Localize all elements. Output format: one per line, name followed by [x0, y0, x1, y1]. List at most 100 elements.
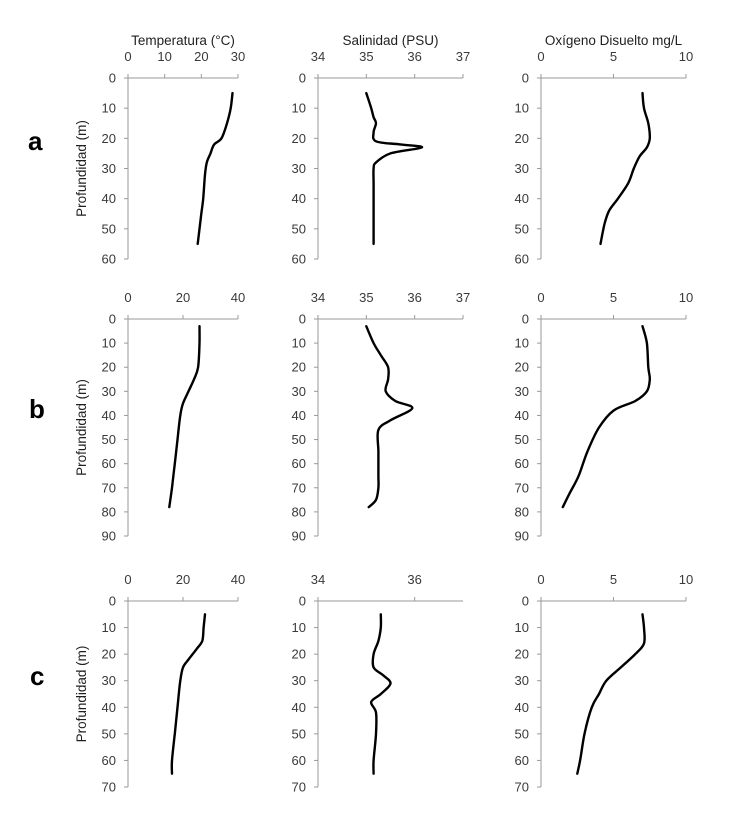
y-tick-label: 90 — [515, 529, 529, 544]
y-tick-label: 10 — [515, 101, 529, 116]
y-tick-label: 10 — [292, 101, 306, 116]
y-tick-label: 40 — [102, 191, 116, 206]
y-tick-label: 30 — [292, 673, 306, 688]
y-tick-label: 0 — [299, 594, 306, 609]
y-tick-label: 30 — [102, 384, 116, 399]
y-tick-label: 50 — [292, 221, 306, 236]
y-tick-label: 30 — [515, 673, 529, 688]
x-tick-label: 37 — [456, 49, 470, 64]
y-tick-label: 30 — [515, 384, 529, 399]
row-label-a: a — [28, 126, 43, 156]
y-tick-label: 20 — [515, 647, 529, 662]
y-tick-label: 50 — [102, 432, 116, 447]
x-tick-label: 0 — [124, 49, 131, 64]
x-tick-label: 35 — [359, 49, 373, 64]
panel-a-temp: 0 10 20 30 0 10 20 30 40 50 60 Temperatura (°C) Prof… — [74, 33, 245, 267]
x-tick-label: 40 — [231, 290, 245, 305]
x-tick-label: 0 — [537, 290, 544, 305]
y-tick-label: 80 — [102, 504, 116, 519]
y-tick-label: 30 — [102, 673, 116, 688]
y-tick-label: 20 — [102, 131, 116, 146]
panel-c-sal: 34 36 0 10 20 30 40 50 60 70 — [292, 572, 463, 795]
y-tick-label: 50 — [515, 221, 529, 236]
y-tick-label: 10 — [102, 336, 116, 351]
row-label-c: c — [30, 661, 44, 691]
y-tick-label: 40 — [515, 700, 529, 715]
x-tick-label: 0 — [537, 572, 544, 587]
y-tick-label: 70 — [515, 780, 529, 795]
y-tick-label: 80 — [292, 504, 306, 519]
y-tick-label: 40 — [292, 191, 306, 206]
x-tick-label: 0 — [124, 290, 131, 305]
x-tick-label: 0 — [124, 572, 131, 587]
x-tick-label: 10 — [679, 572, 693, 587]
x-tick-label: 36 — [407, 290, 421, 305]
profile-line-b-sal — [365, 325, 414, 509]
x-axis-title: Temperatura (°C) — [131, 33, 235, 48]
x-tick-label: 35 — [359, 290, 373, 305]
panel-c-temp: 0 20 40 0 10 20 30 40 50 60 70 Profundidad (m) — [74, 572, 245, 795]
y-tick-label: 60 — [515, 753, 529, 768]
y-tick-label: 40 — [102, 408, 116, 423]
x-tick-label: 10 — [679, 49, 693, 64]
y-tick-label: 10 — [292, 336, 306, 351]
y-tick-label: 70 — [292, 480, 306, 495]
y-tick-label: 60 — [292, 252, 306, 267]
row-label-b: b — [29, 394, 45, 424]
x-axis-title: Salinidad (PSU) — [342, 33, 438, 48]
y-tick-label: 10 — [515, 336, 529, 351]
y-tick-label: 20 — [515, 360, 529, 375]
y-tick-label: 20 — [102, 360, 116, 375]
x-tick-label: 20 — [176, 572, 190, 587]
profile-line-a-sal — [365, 91, 424, 246]
y-tick-label: 60 — [102, 252, 116, 267]
panel-a-sal: 34 35 36 37 0 10 20 30 40 50 60 Salinidad (PSU) — [292, 33, 471, 267]
x-tick-label: 36 — [407, 572, 421, 587]
y-tick-label: 80 — [515, 504, 529, 519]
y-tick-label: 60 — [102, 753, 116, 768]
y-tick-label: 0 — [109, 594, 116, 609]
y-tick-label: 0 — [109, 312, 116, 327]
panel-b-sal: 34 35 36 37 0 10 20 30 40 50 60 70 80 90 — [292, 290, 471, 544]
y-tick-label: 20 — [292, 647, 306, 662]
y-tick-label: 40 — [292, 700, 306, 715]
y-tick-label: 10 — [102, 620, 116, 635]
x-tick-label: 34 — [311, 572, 325, 587]
y-tick-label: 20 — [292, 131, 306, 146]
y-tick-label: 30 — [292, 384, 306, 399]
x-tick-label: 5 — [610, 290, 617, 305]
y-tick-label: 90 — [292, 529, 306, 544]
y-tick-label: 40 — [515, 408, 529, 423]
y-tick-label: 0 — [522, 71, 529, 86]
y-tick-label: 20 — [102, 647, 116, 662]
x-tick-label: 0 — [537, 49, 544, 64]
y-tick-label: 0 — [299, 312, 306, 327]
panel-b-temp: 0 20 40 0 10 20 30 40 50 60 70 80 90 Profundidad (m) — [74, 290, 245, 544]
panel-c-oxi: 0 5 10 0 10 20 30 40 50 60 70 — [515, 572, 694, 795]
y-tick-label: 30 — [515, 161, 529, 176]
x-axis-title: Oxígeno Disuelto mg/L — [545, 33, 683, 48]
profile-line-b-oxi — [561, 325, 652, 509]
x-tick-label: 10 — [157, 49, 171, 64]
x-tick-label: 5 — [610, 572, 617, 587]
x-tick-label: 36 — [407, 49, 421, 64]
y-tick-label: 50 — [515, 432, 529, 447]
y-tick-label: 60 — [292, 753, 306, 768]
y-axis-title: Profundidad (m) — [74, 379, 89, 476]
y-tick-label: 30 — [292, 161, 306, 176]
y-tick-label: 0 — [299, 71, 306, 86]
y-tick-label: 50 — [102, 726, 116, 741]
y-tick-label: 50 — [102, 221, 116, 236]
y-tick-label: 60 — [292, 456, 306, 471]
y-tick-label: 10 — [515, 620, 529, 635]
x-tick-label: 20 — [176, 290, 190, 305]
profile-line-a-oxi — [599, 91, 652, 246]
y-tick-label: 40 — [102, 700, 116, 715]
x-tick-label: 5 — [610, 49, 617, 64]
y-tick-label: 10 — [102, 101, 116, 116]
y-tick-label: 0 — [522, 594, 529, 609]
y-tick-label: 60 — [515, 456, 529, 471]
y-axis-title: Profundidad (m) — [74, 646, 89, 743]
y-tick-label: 50 — [292, 432, 306, 447]
profile-line-b-temp — [168, 325, 201, 509]
